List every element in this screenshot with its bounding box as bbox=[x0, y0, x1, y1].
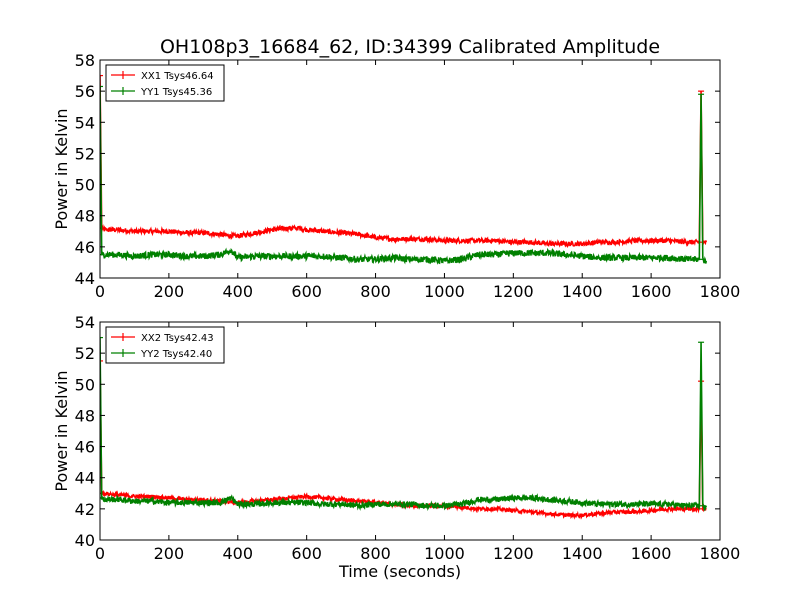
y-tick-label: 46 bbox=[75, 438, 95, 457]
legend-label: YY2 Tsys42.40 bbox=[140, 349, 212, 360]
x-tick-label: 0 bbox=[95, 282, 105, 301]
legend-box bbox=[105, 64, 225, 102]
series-line-yy bbox=[100, 86, 708, 265]
plot-frame bbox=[99, 321, 721, 541]
x-tick-label: 400 bbox=[223, 544, 254, 563]
x-tick-label: 1000 bbox=[424, 282, 465, 301]
y-tick-label: 52 bbox=[75, 144, 95, 163]
y-tick-label: 58 bbox=[75, 51, 95, 70]
x-tick-label: 200 bbox=[154, 544, 185, 563]
x-tick-label: 400 bbox=[223, 282, 254, 301]
y-axis-label: Power in Kelvin bbox=[52, 370, 71, 491]
x-tick-label: 1400 bbox=[562, 544, 603, 563]
x-tick-label: 1200 bbox=[493, 282, 534, 301]
y-tick-label: 44 bbox=[75, 269, 95, 288]
x-tick-label: 1600 bbox=[631, 544, 672, 563]
top-panel: 0 200 400 600 800 1000 1200 1400 1600 1800 44 46 48 5… bbox=[52, 51, 740, 301]
x-tick-label: 800 bbox=[360, 544, 391, 563]
x-axis-label: Time (seconds) bbox=[338, 562, 461, 581]
y-tick-label: 54 bbox=[75, 113, 95, 132]
series-line-xx bbox=[100, 75, 707, 248]
x-tick-label: 1400 bbox=[562, 282, 603, 301]
legend: XX1 Tsys46.64 YY1 Tsys45.36 bbox=[105, 64, 225, 102]
x-tick-label: 1600 bbox=[631, 282, 672, 301]
legend: XX2 Tsys42.43 YY2 Tsys42.40 bbox=[105, 326, 225, 364]
x-tick-label: 600 bbox=[291, 282, 322, 301]
y-axis-label: Power in Kelvin bbox=[52, 108, 71, 229]
y-tick-label: 52 bbox=[75, 344, 95, 363]
y-tick-label: 42 bbox=[75, 500, 95, 519]
y-tick-label: 50 bbox=[75, 176, 95, 195]
y-tick-label: 48 bbox=[75, 406, 95, 425]
bottom-panel: 0 200 400 600 800 1000 1200 1400 1600 1800 40 42 44 4… bbox=[52, 313, 740, 581]
x-tick-label: 0 bbox=[95, 544, 105, 563]
legend-label: XX2 Tsys42.43 bbox=[141, 333, 214, 344]
x-tick-label: 800 bbox=[360, 282, 391, 301]
x-tick-label: 1800 bbox=[700, 544, 741, 563]
x-tick-label: 200 bbox=[154, 282, 185, 301]
plot-frame bbox=[99, 59, 721, 279]
chart-title: OH108p3_16684_62, ID:34399 Calibrated Am… bbox=[160, 36, 660, 58]
legend-label: YY1 Tsys45.36 bbox=[140, 87, 212, 98]
y-tick-label: 54 bbox=[75, 313, 95, 332]
series-group bbox=[100, 74, 708, 265]
x-tick-label: 600 bbox=[291, 544, 322, 563]
y-tick-label: 50 bbox=[75, 375, 95, 394]
y-tick-label: 56 bbox=[75, 82, 95, 101]
legend-label: XX1 Tsys46.64 bbox=[141, 71, 214, 82]
x-tick-label: 1200 bbox=[493, 544, 534, 563]
series-group bbox=[100, 336, 707, 520]
y-tick-label: 44 bbox=[75, 469, 95, 488]
x-tick-label: 1800 bbox=[700, 282, 741, 301]
legend-box bbox=[105, 326, 225, 364]
y-tick-label: 46 bbox=[75, 238, 95, 257]
series-line-yy bbox=[100, 337, 707, 512]
x-tick-label: 1000 bbox=[424, 544, 465, 563]
y-tick-label: 48 bbox=[75, 207, 95, 226]
y-tick-label: 40 bbox=[75, 531, 95, 550]
